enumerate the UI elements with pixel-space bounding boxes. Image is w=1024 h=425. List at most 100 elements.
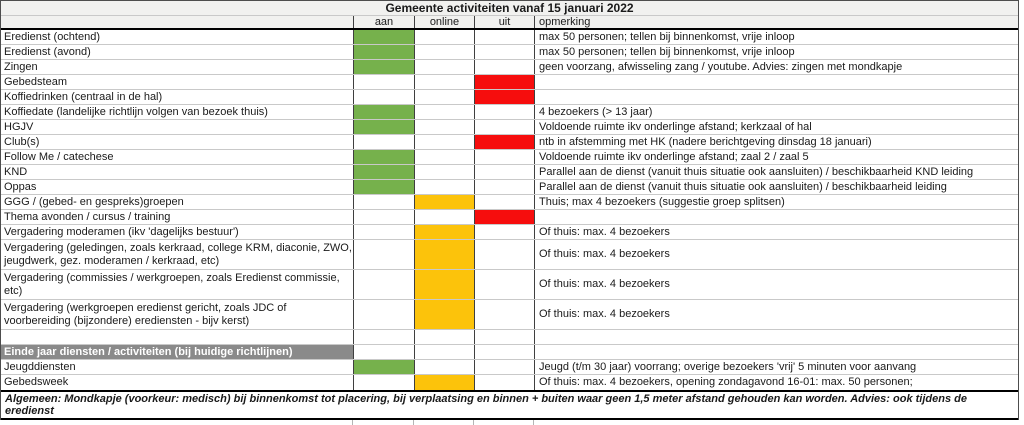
cell-aan	[353, 60, 414, 74]
cell-online	[414, 240, 474, 269]
cell-online	[414, 60, 474, 74]
table-row: Oppas Parallel aan de dienst (vanuit thu…	[1, 180, 1018, 195]
cell-online	[414, 195, 474, 209]
activity-cell: GGG / (gebed- en gespreks)groepen	[4, 195, 184, 208]
activity-cell: Vergadering (commissies / werkgroepen, z…	[4, 271, 340, 297]
cell-aan	[353, 345, 414, 359]
cell-aan	[353, 240, 414, 269]
activity-cell: KND	[4, 165, 28, 178]
remark-cell	[534, 90, 1018, 104]
activity-cell: Thema avonden / cursus / training	[4, 210, 171, 223]
remark-cell: max 50 personen; tellen bij binnenkomst,…	[534, 45, 1018, 59]
cell-aan	[353, 120, 414, 134]
cell-online	[414, 90, 474, 104]
table-row: GGG / (gebed- en gespreks)groepen Thuis;…	[1, 195, 1018, 210]
activity-cell: Koffiedrinken (centraal in de hal)	[4, 90, 163, 103]
cell-uit	[474, 135, 534, 149]
cell-uit	[474, 195, 534, 209]
cell-online	[414, 360, 474, 374]
cell-online	[414, 105, 474, 119]
column-header-activity	[1, 16, 353, 28]
cell-aan	[353, 330, 414, 344]
footer-note: Algemeen: Mondkapje (voorkeur: medisch) …	[1, 390, 1018, 420]
cell-uit	[474, 60, 534, 74]
table-row: Koffiedrinken (centraal in de hal)	[1, 90, 1018, 105]
cell-online	[414, 30, 474, 44]
remark-cell: Of thuis: max. 4 bezoekers	[534, 225, 1018, 239]
cell-online	[414, 375, 474, 390]
cell-uit	[474, 270, 534, 299]
activity-cell: Vergadering (geledingen, zoals kerkraad,…	[4, 241, 352, 267]
remark-cell: Parallel aan de dienst (vanuit thuis sit…	[534, 165, 1018, 179]
cell-aan	[353, 165, 414, 179]
table-header-row: aan online uit opmerking	[1, 15, 1018, 30]
cell-aan	[353, 105, 414, 119]
remark-cell: Of thuis: max. 4 bezoekers	[534, 270, 1018, 299]
cell-aan	[353, 30, 414, 44]
table-row: Gebedsteam	[1, 75, 1018, 90]
remark-cell	[534, 330, 1018, 344]
gridline-tick	[413, 420, 414, 425]
activity-cell: Eredienst (avond)	[4, 45, 91, 58]
section-band: Einde jaar diensten / activiteiten (bij …	[1, 345, 353, 359]
cell-uit	[474, 330, 534, 344]
cell-aan	[353, 210, 414, 224]
cell-online	[414, 300, 474, 329]
gridline-tick	[533, 420, 534, 425]
table-row: Eredienst (avond) max 50 personen; telle…	[1, 45, 1018, 60]
cell-uit	[474, 90, 534, 104]
cell-uit	[474, 375, 534, 390]
cell-uit	[474, 105, 534, 119]
remark-cell: geen voorzang, afwisseling zang / youtub…	[534, 60, 1018, 74]
remark-cell: 4 bezoekers (> 13 jaar)	[534, 105, 1018, 119]
cell-uit	[474, 165, 534, 179]
cell-aan	[353, 375, 414, 390]
remark-cell: Jeugd (t/m 30 jaar) voorrang; overige be…	[534, 360, 1018, 374]
cell-aan	[353, 45, 414, 59]
table-row: Club(s) ntb in afstemming met HK (nadere…	[1, 135, 1018, 150]
remark-cell: ntb in afstemming met HK (nadere bericht…	[534, 135, 1018, 149]
remark-cell: Thuis; max 4 bezoekers (suggestie groep …	[534, 195, 1018, 209]
column-header-uit: uit	[474, 16, 534, 28]
cell-aan	[353, 90, 414, 104]
remark-cell	[534, 210, 1018, 224]
gridline-tick	[352, 420, 353, 425]
cell-online	[414, 270, 474, 299]
table-row: Vergadering moderamen (ikv 'dagelijks be…	[1, 225, 1018, 240]
activity-cell: Gebedsteam	[4, 75, 67, 88]
table-row: Zingen geen voorzang, afwisseling zang /…	[1, 60, 1018, 75]
column-header-online: online	[414, 16, 474, 28]
cell-online	[414, 75, 474, 89]
activity-cell: Koffiedate (landelijke richtlijn volgen …	[4, 105, 268, 118]
activity-cell: Vergadering (werkgroepen eredienst geric…	[4, 301, 287, 327]
table-row: Vergadering (geledingen, zoals kerkraad,…	[1, 240, 1018, 270]
gridline-tick	[473, 420, 474, 425]
table-title: Gemeente activiteiten vanaf 15 januari 2…	[1, 1, 1018, 15]
cell-aan	[353, 195, 414, 209]
cell-online	[414, 150, 474, 164]
cell-online	[414, 225, 474, 239]
remark-cell: Of thuis: max. 4 bezoekers	[534, 300, 1018, 329]
cell-uit	[474, 360, 534, 374]
cell-aan	[353, 360, 414, 374]
activity-cell	[1, 330, 353, 344]
activity-cell: Follow Me / catechese	[4, 150, 114, 163]
cell-online	[414, 45, 474, 59]
cell-aan	[353, 300, 414, 329]
cell-aan	[353, 150, 414, 164]
remark-cell: Of thuis: max. 4 bezoekers, opening zond…	[534, 375, 1018, 390]
cell-online	[414, 210, 474, 224]
cell-uit	[474, 240, 534, 269]
table-row: Thema avonden / cursus / training	[1, 210, 1018, 225]
activity-cell: Eredienst (ochtend)	[4, 30, 100, 43]
cell-uit	[474, 120, 534, 134]
table-row: Vergadering (commissies / werkgroepen, z…	[1, 270, 1018, 300]
cell-online	[414, 120, 474, 134]
table-row: Koffiedate (landelijke richtlijn volgen …	[1, 105, 1018, 120]
cell-aan	[353, 180, 414, 194]
column-header-opmerking: opmerking	[534, 16, 1018, 28]
remark-cell	[534, 75, 1018, 89]
cell-online	[414, 345, 474, 359]
table-section-row: Einde jaar diensten / activiteiten (bij …	[1, 345, 1018, 360]
